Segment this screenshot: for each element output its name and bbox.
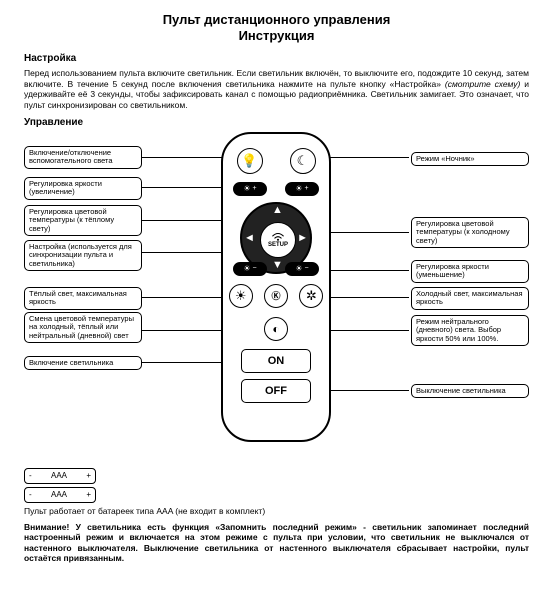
row-top: 💡 ☾ [223,148,329,174]
contrast-button: ◐ [264,317,288,341]
battery-diagram: - AAA + - AAA + [24,468,529,503]
row-pills-bottom: ☀− ☀− [233,262,319,276]
callout-brightness-up: Регулировка яркости (увеличение) [24,177,142,200]
night-button: ☾ [290,148,316,174]
battery-note: Пульт работает от батареек типа AAA (не … [24,506,529,516]
off-button: OFF [241,379,311,403]
remote-diagram: Включение/отключение вспомогательного св… [24,132,529,462]
sun-icon: ☀ [295,184,302,193]
callout-on: Включение светильника [24,356,142,371]
row-pills-top: ☀+ ☀+ [233,182,319,196]
sun-icon: ☀ [295,264,302,273]
callout-aux-light: Включение/отключение вспомогательного св… [24,146,142,169]
arrow-left-icon: ◄ [244,233,255,244]
setup-text-em: (смотрите схему) [445,79,520,89]
callout-night: Режим «Ночник» [411,152,529,167]
battery-plus: + [86,471,91,480]
callout-setup: Настройка (используется для синхронизаци… [24,240,142,272]
row-contrast: ◐ [223,317,329,341]
arrow-up-icon: ▲ [272,205,283,216]
battery-minus: - [29,490,32,499]
battery-minus: - [29,471,32,480]
bulb-button: 💡 [237,148,263,174]
callout-warm-max: Тёплый свет, максимальная яркость [24,287,142,310]
setup-paragraph: Перед использованием пульта включите све… [24,68,529,111]
contrast-icon: ◐ [272,322,279,336]
callout-off: Выключение светильника [411,384,529,399]
wifi-icon [271,232,285,242]
brightness-down-pill: ☀− [233,262,267,276]
sun-outline-icon: ✲ [306,288,317,304]
brightness-up-pill2: ☀+ [285,182,319,196]
sun-filled-icon: ☀ [235,288,247,304]
sun-icon: ☀ [243,184,250,193]
warm-max-button: ☀ [229,284,253,308]
callout-warm-temp: Регулировка цветовой температуры (к тёпл… [24,205,142,237]
setup-heading: Настройка [24,53,529,64]
callout-cold-temp: Регулировка цветовой температуры (к холо… [411,217,529,249]
callout-neutral: Режим нейтрального (дневного) света. Выб… [411,315,529,347]
moon-icon: ☾ [297,153,309,169]
cold-max-button: ✲ [299,284,323,308]
battery-plus: + [86,490,91,499]
k-button: Ⓚ [264,284,288,308]
warning-bold: Внимание! У светильника есть функция «За… [24,522,529,564]
brightness-up-pill: ☀+ [233,182,267,196]
brightness-down-pill2: ☀− [285,262,319,276]
doc-title: Пульт дистанционного управления [24,12,529,27]
control-heading: Управление [24,117,529,128]
callout-brightness-down: Регулировка яркости (уменьшение) [411,260,529,283]
setup-label: SETUP [268,242,288,248]
row-mid: ☀ Ⓚ ✲ [223,284,329,308]
plus-icon: + [253,185,257,192]
battery-slot-1: - AAA + [24,468,96,484]
setup-button: SETUP [260,222,296,258]
arrow-right-icon: ► [297,233,308,244]
on-button: ON [241,349,311,373]
minus-icon: − [253,265,257,272]
battery-label: AAA [51,471,67,480]
sun-icon: ☀ [243,264,250,273]
onoff-stack: ON OFF [241,349,311,409]
battery-slot-2: - AAA + [24,487,96,503]
minus-icon: − [305,265,309,272]
remote-body: 💡 ☾ ☀+ ☀+ ◄ ► ▲ ▼ SETUP ☀− ☀− ☀ Ⓚ ✲ ◐ [221,132,331,442]
callout-cold-max: Холодный свет, максимальная яркость [411,287,529,310]
callout-temp-cycle: Смена цветовой температуры на холодный, … [24,312,142,344]
plus-icon: + [305,185,309,192]
doc-subtitle: Инструкция [24,28,529,43]
warning-text: Внимание! У светильника есть функция «За… [24,522,529,565]
battery-label: AAA [51,490,67,499]
bulb-icon: 💡 [241,153,257,169]
